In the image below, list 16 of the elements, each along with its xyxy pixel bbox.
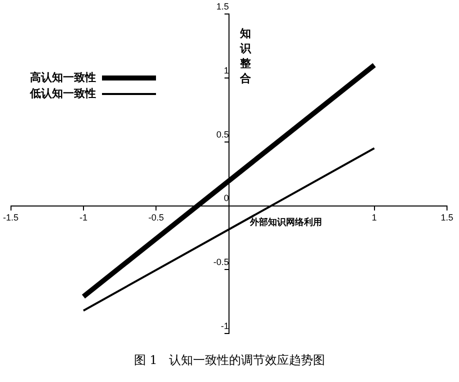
y-tick-label: -1 — [220, 321, 229, 332]
y-axis-title: 知识整合 — [240, 26, 252, 86]
x-tick-label: -1 — [79, 212, 88, 223]
x-tick-label: 1 — [372, 212, 377, 223]
x-tick-label: -1.5 — [2, 212, 19, 223]
x-tick-label: 1.5 — [440, 212, 454, 223]
x-axis-title: 外部知识网络利用 — [250, 216, 322, 229]
text: 图 1 认知一致性的调节效应趋势图 — [132, 352, 326, 369]
y-tick-label: 1 — [224, 65, 229, 76]
legend-label: 低认知一致性 — [29, 86, 96, 100]
y-tick-label: 0 — [224, 193, 229, 204]
y-tick-label: 1.5 — [216, 1, 229, 12]
y-tick-label: -0.5 — [213, 257, 229, 268]
legend-label: 高认知一致性 — [30, 70, 96, 84]
x-tick-label: -0.5 — [148, 212, 164, 223]
y-tick-label: 0.5 — [216, 129, 229, 140]
